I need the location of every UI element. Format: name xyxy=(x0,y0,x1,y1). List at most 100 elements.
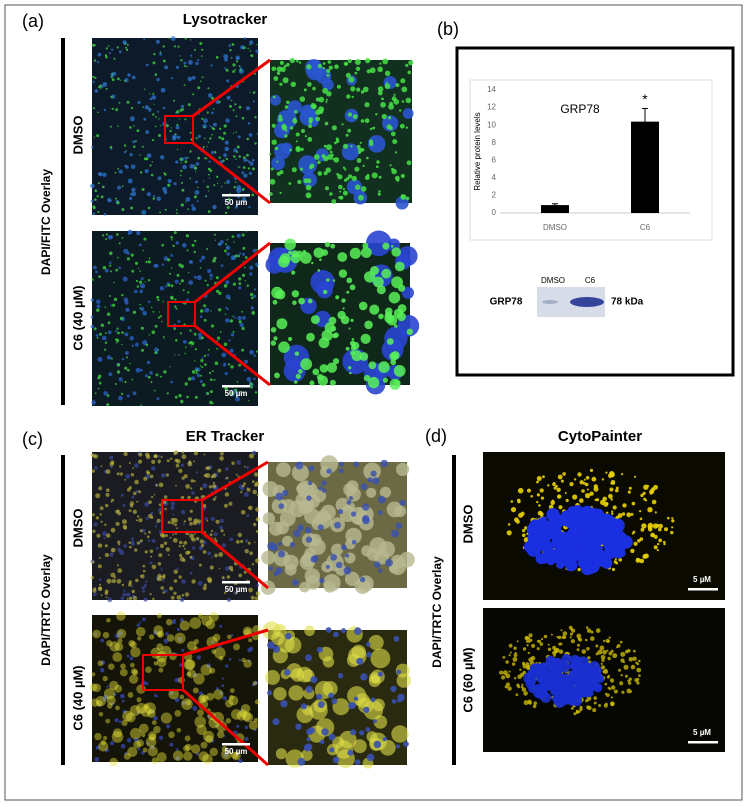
micro-dot xyxy=(553,696,566,708)
micro-dot xyxy=(219,456,224,461)
micro-dot xyxy=(542,475,545,479)
micro-dot xyxy=(209,400,213,405)
micro-dot xyxy=(232,330,235,333)
micro-dot xyxy=(341,628,346,634)
micro-dot xyxy=(552,513,560,521)
micro-dot xyxy=(208,348,210,351)
micro-dot xyxy=(611,567,616,572)
micro-dot xyxy=(381,113,387,120)
micro-dot xyxy=(354,759,361,765)
micro-dot xyxy=(116,628,127,639)
micro-dot xyxy=(230,568,234,572)
micro-dot xyxy=(193,460,195,463)
micro-dot xyxy=(156,518,161,523)
micro-dot xyxy=(116,339,120,343)
micro-dot xyxy=(291,270,296,275)
micro-dot xyxy=(201,695,209,702)
micro-dot xyxy=(121,294,124,297)
micro-dot xyxy=(197,59,200,62)
micro-dot xyxy=(203,304,207,308)
micro-dot xyxy=(522,663,528,669)
micro-dot xyxy=(91,145,94,149)
micro-dot xyxy=(234,388,238,392)
micro-dot xyxy=(242,46,246,50)
micro-dot xyxy=(152,113,155,116)
micro-dot xyxy=(385,307,393,316)
micro-dot xyxy=(610,649,614,653)
micro-dot xyxy=(268,566,274,571)
micro-dot xyxy=(237,135,241,139)
micro-dot xyxy=(248,171,252,175)
micro-dot xyxy=(121,344,123,346)
micro-dot xyxy=(210,64,213,67)
micro-dot xyxy=(243,359,249,364)
micro-dot xyxy=(347,58,352,64)
micro-dot xyxy=(176,567,179,570)
micro-dot xyxy=(350,350,356,356)
micro-dot xyxy=(224,182,226,184)
micro-dot xyxy=(226,307,229,311)
micro-dot xyxy=(163,256,169,261)
micro-dot xyxy=(249,349,255,355)
micro-dot xyxy=(159,52,163,56)
micro-dot xyxy=(195,471,199,474)
micro-dot xyxy=(342,166,346,169)
micro-dot xyxy=(308,465,315,472)
micro-dot xyxy=(154,694,157,697)
micro-dot xyxy=(156,630,165,638)
micro-dot xyxy=(357,506,374,523)
micro-dot xyxy=(536,500,539,504)
micro-dot xyxy=(536,640,539,643)
micro-dot xyxy=(321,154,326,159)
micro-dot xyxy=(256,584,260,587)
micro-dot xyxy=(295,373,301,379)
micro-dot xyxy=(190,260,194,264)
micro-dot xyxy=(556,487,561,492)
micro-dot xyxy=(334,740,354,759)
micro-dot xyxy=(157,298,160,302)
micro-dot xyxy=(514,517,519,523)
micro-dot xyxy=(198,336,202,340)
micro-dot xyxy=(376,165,379,168)
micro-dot xyxy=(124,332,129,337)
micro-dot xyxy=(104,748,109,753)
micro-dot xyxy=(243,482,246,486)
roi-line xyxy=(182,688,269,767)
micro-dot xyxy=(369,127,373,131)
micro-dot xyxy=(350,729,357,736)
micro-dot xyxy=(170,517,175,522)
scale-bar xyxy=(222,194,250,197)
micro-dot xyxy=(135,367,141,373)
micro-dot xyxy=(553,664,561,673)
micro-dot xyxy=(615,486,619,490)
micro-dot xyxy=(121,392,124,395)
micro-dot xyxy=(637,539,641,543)
micro-dot xyxy=(139,303,141,306)
micro-dot xyxy=(126,356,128,359)
micro-dot xyxy=(230,633,234,637)
micro-dot xyxy=(248,160,251,164)
micro-dot xyxy=(151,466,156,471)
micro-dot xyxy=(326,564,330,569)
micro-dot xyxy=(194,533,196,536)
micro-dot xyxy=(174,697,180,703)
micro-dot xyxy=(317,701,325,708)
micro-dot xyxy=(140,368,143,372)
micro-dot xyxy=(171,239,173,241)
micro-dot xyxy=(144,281,146,283)
micro-dot xyxy=(321,480,327,486)
micro-dot xyxy=(172,750,184,761)
micro-dot xyxy=(226,239,229,241)
micro-dot xyxy=(184,352,186,355)
micro-dot xyxy=(664,527,668,532)
micro-dot xyxy=(182,243,187,248)
micro-dot xyxy=(391,167,395,171)
micro-dot xyxy=(111,78,115,82)
micro-dot xyxy=(240,491,243,494)
micro-dot xyxy=(94,89,99,93)
micro-dot xyxy=(655,523,660,528)
micro-dot xyxy=(93,522,98,527)
micro-dot xyxy=(189,131,192,134)
micro-dot xyxy=(610,482,613,485)
micro-dot xyxy=(130,662,135,668)
